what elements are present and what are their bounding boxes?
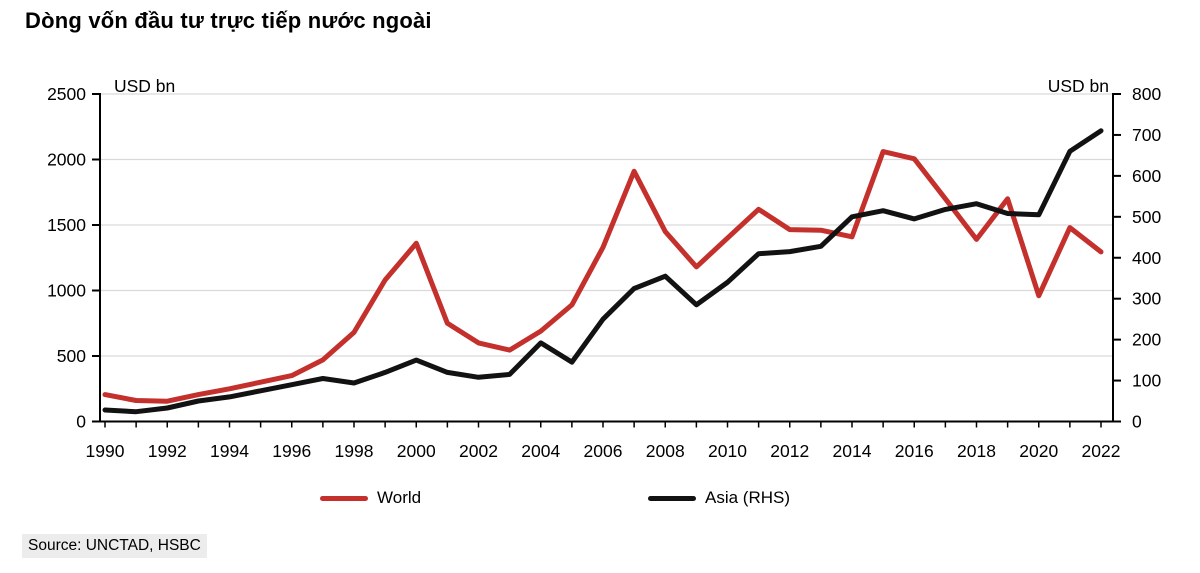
right-axis-tick-label: 200 xyxy=(1132,330,1161,350)
x-axis-tick-label: 2018 xyxy=(957,441,996,461)
left-axis-tick-label: 1000 xyxy=(47,281,86,301)
x-axis-tick-label: 2004 xyxy=(521,441,560,461)
left-axis-tick-label: 500 xyxy=(57,346,86,366)
x-axis-tick-label: 2000 xyxy=(397,441,436,461)
right-axis-tick-label: 600 xyxy=(1132,166,1161,186)
left-axis-tick-label: 2000 xyxy=(47,150,86,170)
right-axis-tick-label: 700 xyxy=(1132,125,1161,145)
right-axis-unit-label: USD bn xyxy=(1048,76,1109,96)
x-axis-tick-label: 1996 xyxy=(272,441,311,461)
x-axis-tick-label: 2010 xyxy=(708,441,747,461)
right-axis-tick-label: 100 xyxy=(1132,371,1161,391)
legend-label-world: World xyxy=(377,488,422,507)
world-series-line xyxy=(102,149,1104,404)
x-axis-tick-label: 2012 xyxy=(770,441,809,461)
world-line-swatch-icon xyxy=(320,495,368,501)
x-axis-tick-label: 1990 xyxy=(86,441,125,461)
left-axis-tick-label: 0 xyxy=(76,412,86,432)
right-axis-tick-label: 400 xyxy=(1132,248,1161,268)
right-axis-tick-label: 300 xyxy=(1132,289,1161,309)
x-axis-tick-label: 1994 xyxy=(210,441,249,461)
x-axis-tick-label: 2002 xyxy=(459,441,498,461)
asia-line-swatch-icon xyxy=(648,495,696,501)
left-axis-tick-label: 1500 xyxy=(47,215,86,235)
x-axis-tick-label: 2020 xyxy=(1019,441,1058,461)
x-axis-tick-label: 2016 xyxy=(895,441,934,461)
x-axis-tick-label: 2006 xyxy=(584,441,623,461)
legend-item-asia: Asia (RHS) xyxy=(648,488,791,507)
right-axis-tick-label: 0 xyxy=(1132,412,1142,432)
x-axis-tick-label: 2008 xyxy=(646,441,685,461)
page-title: Dòng vốn đầu tư trực tiếp nước ngoài xyxy=(25,8,432,33)
x-axis-tick-label: 1998 xyxy=(335,441,374,461)
x-axis-tick-label: 2014 xyxy=(833,441,872,461)
right-axis-tick-label: 500 xyxy=(1132,207,1161,227)
left-axis-unit-label: USD bn xyxy=(114,76,175,96)
left-axis-tick-label: 2500 xyxy=(47,84,86,104)
asia-series-line xyxy=(102,128,1104,415)
legend-item-world: World xyxy=(320,488,422,507)
right-axis-tick-label: 800 xyxy=(1132,84,1161,104)
x-axis-tick-label: 1992 xyxy=(148,441,187,461)
source-note: Source: UNCTAD, HSBC xyxy=(22,534,207,558)
legend-label-asia: Asia (RHS) xyxy=(705,488,791,507)
x-axis-tick-label: 2022 xyxy=(1082,441,1121,461)
